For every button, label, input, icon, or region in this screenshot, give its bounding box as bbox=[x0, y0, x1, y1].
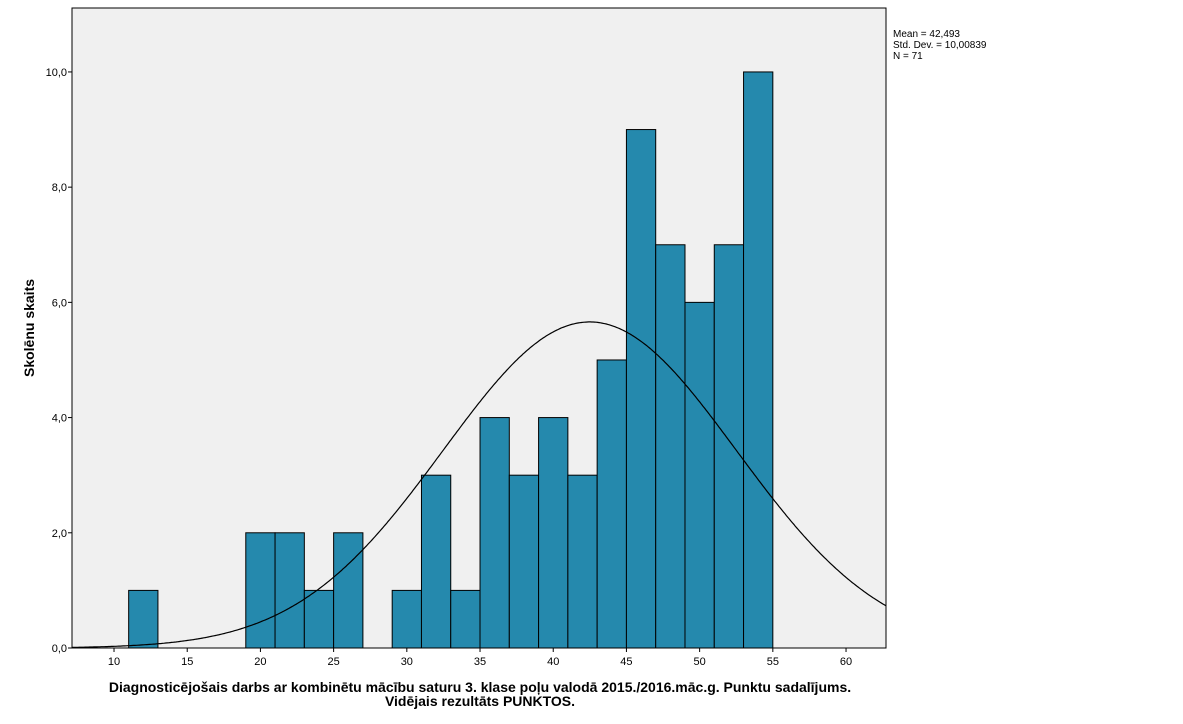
histogram-bar bbox=[508, 474, 540, 649]
y-tick-label: 10,0 bbox=[46, 67, 67, 79]
histogram-bar bbox=[274, 532, 305, 649]
x-tick-label: 35 bbox=[474, 656, 486, 668]
x-tick-label: 45 bbox=[620, 656, 632, 668]
histogram-bar bbox=[333, 532, 364, 649]
x-tick-label: 30 bbox=[401, 656, 413, 668]
y-tick-label: 2,0 bbox=[52, 528, 67, 540]
histogram-bar bbox=[450, 589, 481, 649]
histogram-bar bbox=[655, 244, 686, 649]
histogram-bar bbox=[567, 474, 598, 649]
stat-mean: Mean = 42,493 bbox=[893, 29, 960, 40]
y-tick-label: 0,0 bbox=[52, 643, 67, 655]
histogram-bar bbox=[479, 417, 510, 649]
x-tick-label: 40 bbox=[547, 656, 559, 668]
x-tick-label: 20 bbox=[254, 656, 266, 668]
x-tick-label: 60 bbox=[840, 656, 852, 668]
stat-std-dev: Std. Dev. = 10,00839 bbox=[893, 40, 987, 51]
y-tick-label: 6,0 bbox=[52, 297, 67, 309]
y-axis-label: Skolēnu skaits bbox=[21, 279, 37, 377]
histogram-bar bbox=[625, 129, 657, 649]
histogram-bar bbox=[391, 589, 422, 649]
normal-curve bbox=[71, 321, 887, 648]
x-axis-label-line2: Vidējais rezultāts PUNKTOS. bbox=[385, 693, 575, 709]
x-axis-label-line1: Diagnosticējošais darbs ar kombinētu māc… bbox=[109, 679, 851, 695]
x-tick-label: 55 bbox=[767, 656, 779, 668]
histogram-bar bbox=[743, 71, 774, 649]
stat-n: N = 71 bbox=[893, 51, 923, 62]
x-tick-label: 50 bbox=[694, 656, 706, 668]
y-tick-label: 4,0 bbox=[52, 413, 67, 425]
histogram-bar bbox=[684, 301, 715, 649]
histogram-bar bbox=[538, 417, 569, 649]
x-tick-label: 10 bbox=[108, 656, 120, 668]
histogram-bar bbox=[128, 589, 159, 649]
x-tick-label: 15 bbox=[181, 656, 193, 668]
x-tick-label: 25 bbox=[327, 656, 339, 668]
histogram-bar bbox=[596, 359, 627, 649]
histogram-bar bbox=[420, 474, 452, 649]
histogram-bar bbox=[245, 532, 276, 649]
histogram-bar bbox=[713, 244, 745, 649]
histogram-bar bbox=[303, 589, 335, 649]
y-tick-label: 8,0 bbox=[52, 182, 67, 194]
